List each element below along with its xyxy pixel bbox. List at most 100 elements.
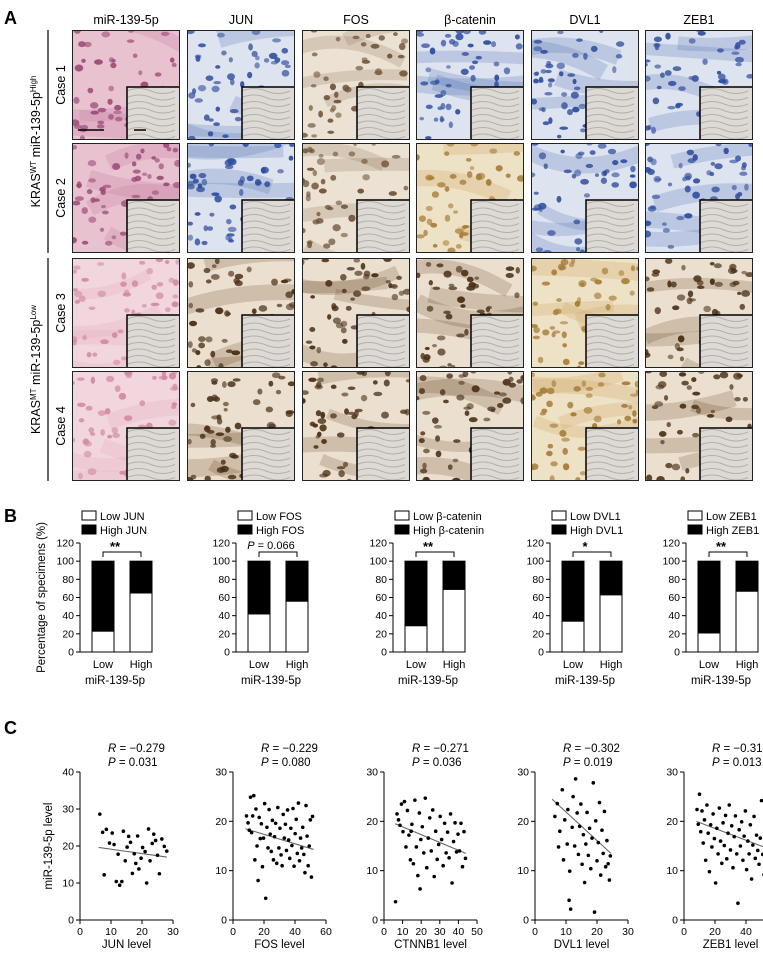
bar-high-low <box>91 560 115 632</box>
data-point <box>402 799 407 804</box>
ihc-image-r1-c1 <box>72 30 180 140</box>
x-axis-label: ZEB1 level <box>703 939 759 951</box>
data-point <box>716 852 720 856</box>
legend-label: High β-catenin <box>413 525 484 537</box>
legend-swatch <box>394 524 410 535</box>
y-tick-label: 10 <box>62 878 74 890</box>
data-point <box>422 851 426 855</box>
y-tick-label: 20 <box>366 816 378 828</box>
data-point <box>715 826 719 831</box>
data-point <box>708 822 713 827</box>
bar-low-high <box>599 594 623 653</box>
x-tick-label: Low <box>563 659 583 671</box>
panel-label-b: B <box>4 506 17 526</box>
significance-bracket <box>572 551 612 557</box>
y-tick-label: 20 <box>375 628 387 640</box>
ihc-image-r4-c5 <box>531 371 639 481</box>
data-point <box>275 805 280 810</box>
legend-label: High DVL1 <box>570 525 623 537</box>
data-point <box>445 830 450 834</box>
data-point <box>723 813 728 818</box>
data-point <box>248 795 253 799</box>
data-point <box>409 829 413 833</box>
p-value: P = 0.036 <box>412 757 462 769</box>
data-point <box>306 863 310 868</box>
regression-line <box>394 823 467 854</box>
data-point <box>582 880 587 885</box>
data-point <box>411 861 416 866</box>
bar-low-low <box>697 632 721 653</box>
ihc-image-grid: miR-139-5p JUN FOS β-catenin DVL1 ZEB1 Case 1 C… <box>29 13 753 481</box>
data-point <box>457 849 462 853</box>
y-tick-label: 100 <box>526 556 544 568</box>
data-point <box>590 836 594 840</box>
x-tick-label: 40 <box>740 926 752 938</box>
ihc-image-r1-c4 <box>416 30 524 140</box>
data-point <box>752 814 756 819</box>
y-tick-label: 60 <box>375 592 387 604</box>
data-point <box>259 822 264 826</box>
data-point <box>254 807 258 811</box>
bar-high-low <box>561 560 585 622</box>
data-point <box>733 814 738 818</box>
ihc-image-r2-c3 <box>302 143 410 253</box>
data-point <box>463 856 468 861</box>
ihc-image-r4-c4 <box>416 371 524 481</box>
y-tick-label: 60 <box>668 592 680 604</box>
y-tick-label: 60 <box>532 592 544 604</box>
data-point <box>736 901 740 906</box>
x-tick-label: High <box>600 659 623 671</box>
p-value: P = 0.031 <box>108 757 158 769</box>
data-point <box>155 853 160 858</box>
data-point <box>112 842 116 847</box>
x-axis-label: CTNNB1 level <box>394 939 467 951</box>
column-header-5: ZEB1 <box>683 13 714 27</box>
data-point <box>294 817 299 822</box>
data-point <box>265 825 269 830</box>
x-axis-label: miR-139-5p <box>555 675 615 687</box>
p-value: P = 0.019 <box>563 757 613 769</box>
ihc-image-r3-c4 <box>416 258 524 368</box>
data-point <box>567 898 571 903</box>
legend-swatch <box>687 524 703 535</box>
data-point <box>702 818 707 822</box>
data-point <box>711 812 715 816</box>
data-point <box>270 818 275 823</box>
data-point <box>130 871 135 876</box>
bar-high-high <box>129 560 153 594</box>
ihc-image-r1-c2 <box>187 30 295 140</box>
data-point <box>571 794 575 799</box>
x-tick-label: 20 <box>709 926 721 938</box>
x-tick-label: 20 <box>136 926 148 938</box>
data-point <box>423 796 428 800</box>
data-point <box>261 836 266 840</box>
data-point <box>707 869 712 874</box>
x-tick-label: 20 <box>258 926 270 938</box>
legend-label: Low ZEB1 <box>706 511 757 523</box>
ihc-image-r2-c2 <box>187 143 295 253</box>
r-value: R = −0.279 <box>108 743 165 755</box>
significance-label: ** <box>716 539 727 554</box>
y-tick-label: 120 <box>56 538 74 550</box>
y-tick-label: 0 <box>372 915 378 927</box>
data-point <box>441 863 445 868</box>
data-point <box>143 849 147 854</box>
data-point <box>703 858 708 863</box>
data-point <box>605 838 609 843</box>
data-point <box>596 840 601 845</box>
data-point <box>151 832 156 836</box>
data-point <box>586 853 591 858</box>
data-point <box>140 845 145 850</box>
data-point <box>271 858 276 862</box>
data-point <box>291 806 295 811</box>
data-point <box>447 856 451 860</box>
data-point <box>567 869 572 873</box>
data-point <box>399 802 404 806</box>
y-tick-label: 0 <box>221 915 227 927</box>
significance-label: P = 0.066 <box>247 540 294 552</box>
data-point <box>126 834 131 839</box>
bar-chart-0: Low JUN High JUN 0 20 40 60 80 100 120 Low High miR… <box>36 510 153 687</box>
data-point <box>749 877 754 881</box>
scatter-plot-4: R = −0.318P = 0.01301020300204060ZEB1 le… <box>666 743 763 951</box>
data-point <box>757 862 761 867</box>
